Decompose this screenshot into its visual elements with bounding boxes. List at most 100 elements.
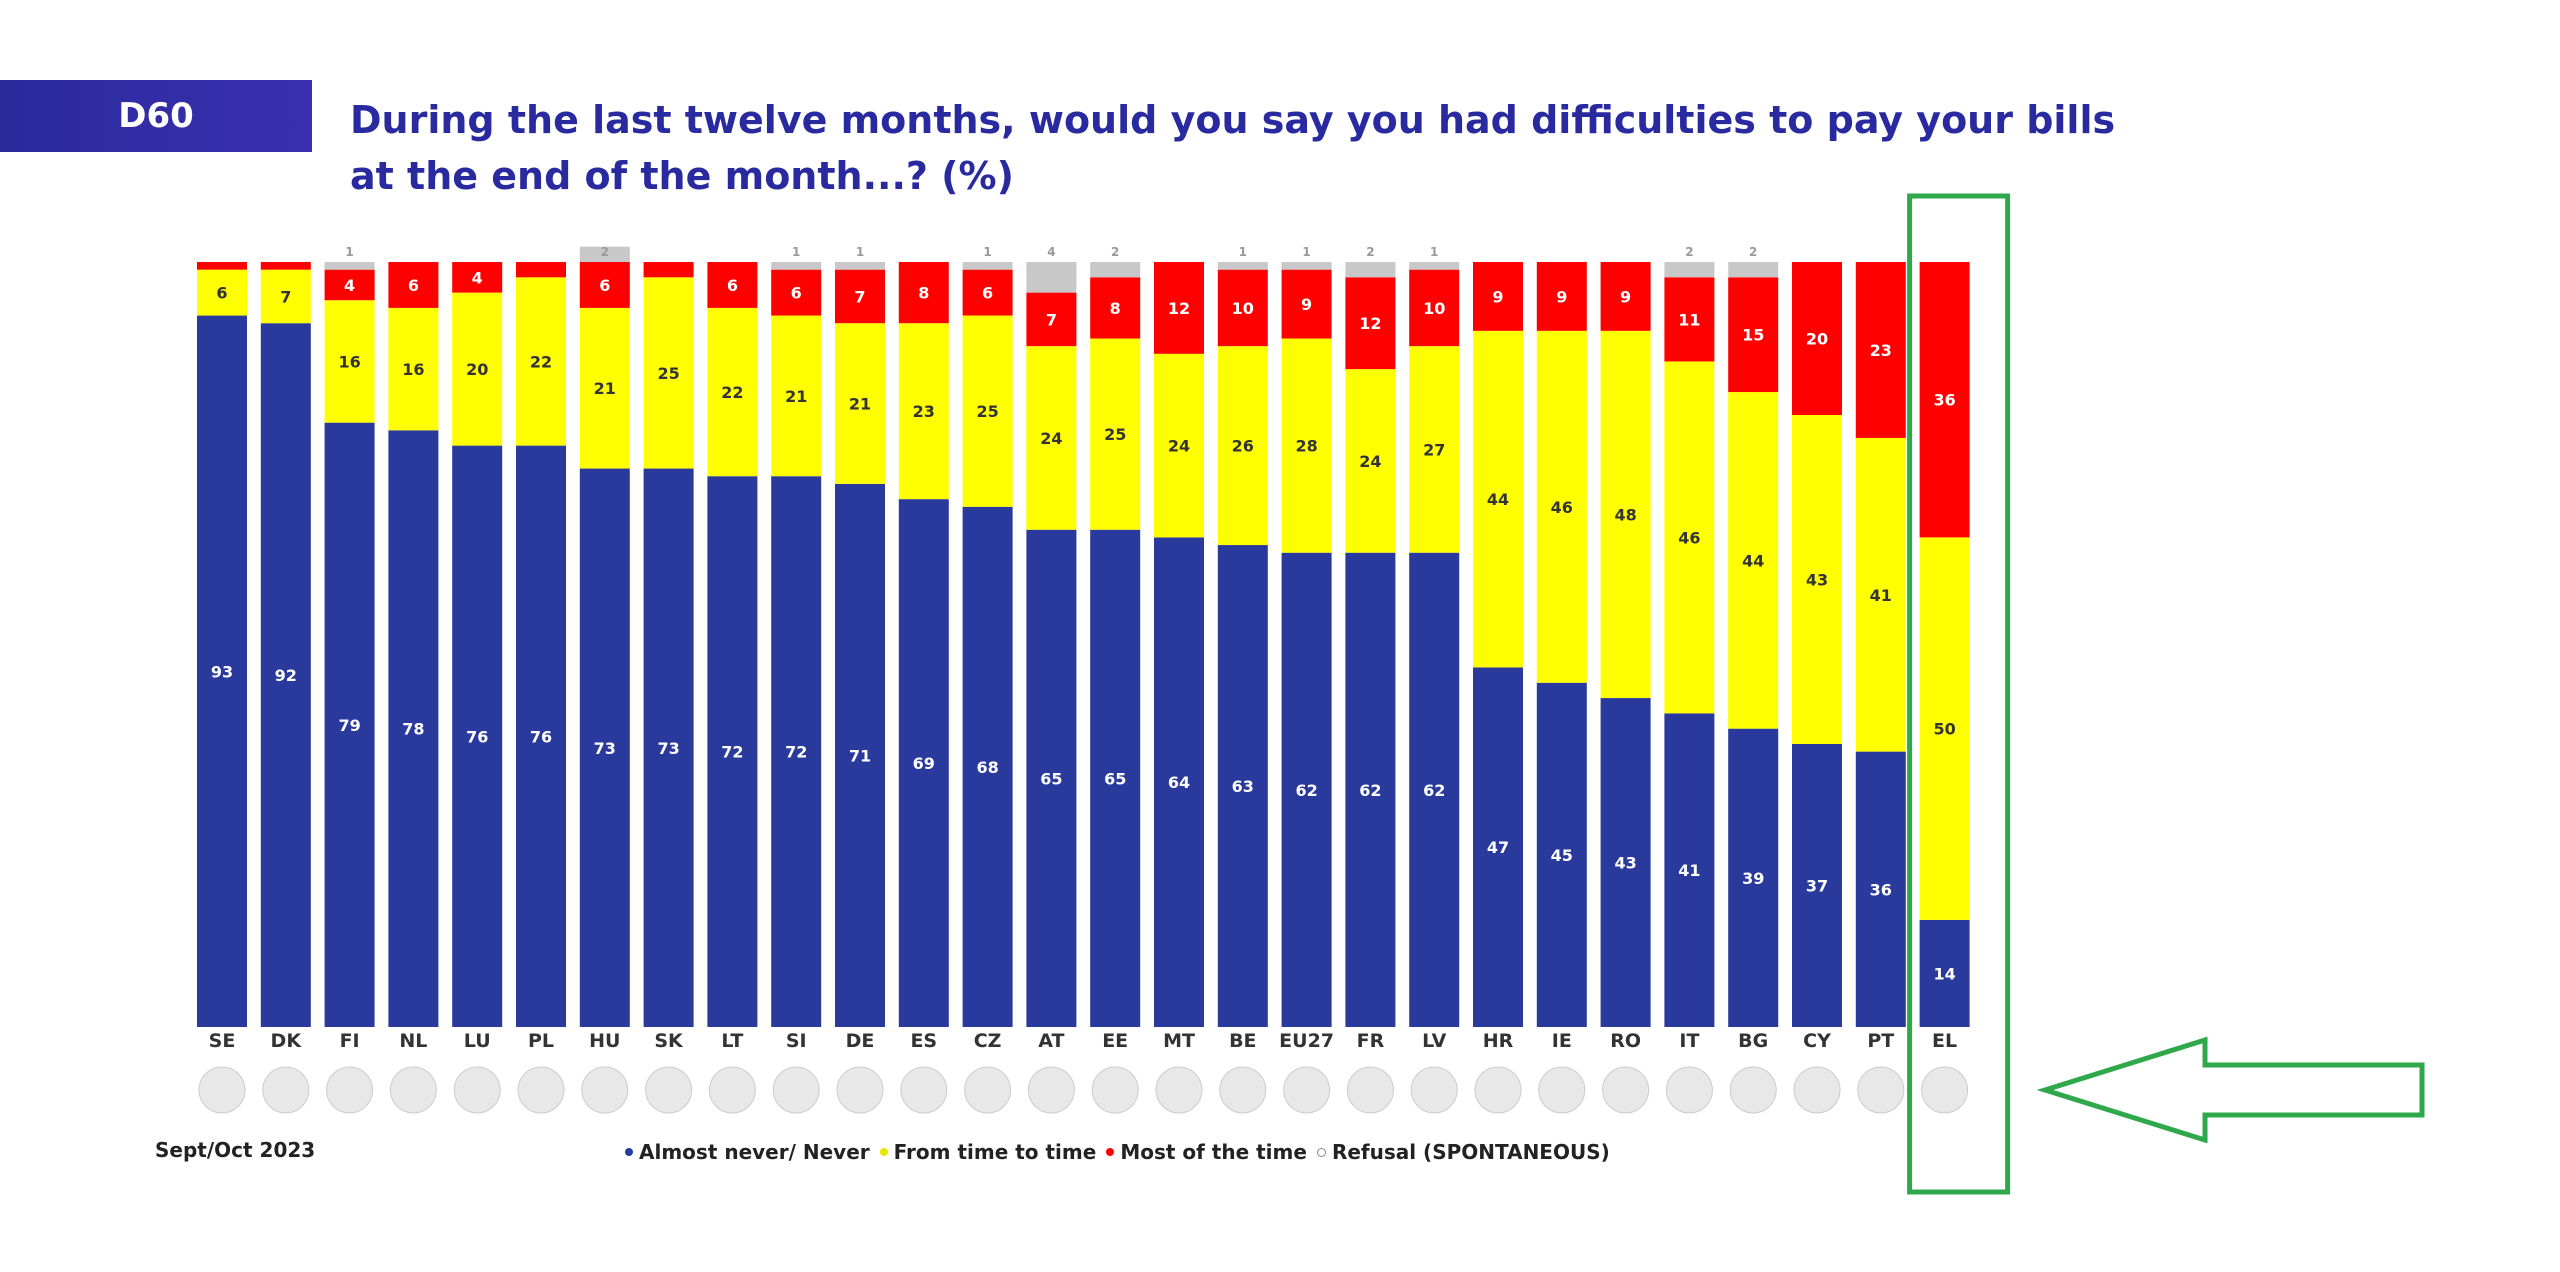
legend-label-most: Most of the time [1120,1140,1307,1164]
bar-most-cz [962,269,1013,316]
flag-es-icon [900,1066,948,1114]
data-label-never-lv: 62 [1423,781,1445,800]
data-label-most-si: 6 [791,284,802,303]
bar-never-be [1217,545,1268,1027]
bar-most-pt [1855,262,1906,438]
category-label-ie: IE [1552,1030,1572,1052]
flag-hr-icon [1474,1066,1522,1114]
bar-refusal-si [771,262,822,270]
data-label-refusal-de: 1 [856,245,864,259]
flag-lu-icon [453,1066,501,1114]
flag-de-icon [836,1066,884,1114]
bar-never-dk [260,323,311,1027]
data-label-never-be: 63 [1232,777,1254,796]
data-label-never-se: 93 [211,662,233,681]
data-label-time-es: 23 [913,402,935,421]
bar-most-fr [1345,277,1396,370]
bar-never-ie [1536,682,1587,1027]
flag-be-icon [1219,1066,1267,1114]
bar-most-eu27 [1281,269,1332,339]
category-label-sk: SK [654,1030,684,1052]
data-label-time-sk: 25 [657,364,679,383]
flag-mt-icon [1155,1066,1203,1114]
data-label-time-be: 26 [1232,437,1254,456]
data-label-never-eu27: 62 [1295,781,1317,800]
legend-item-time: From time to time [879,1140,1097,1164]
bar-refusal-fi [324,262,375,270]
data-label-time-cz: 25 [976,402,998,421]
data-label-time-si: 21 [785,387,807,406]
bar-never-it [1664,713,1715,1027]
flag-dk-icon [262,1066,310,1114]
flag-pt-icon [1857,1066,1905,1114]
category-label-pl: PL [528,1030,554,1052]
bar-refusal-de [835,262,885,270]
data-label-never-hr: 47 [1487,838,1509,857]
highlight-arrow-icon [2036,1036,2425,1144]
category-label-mt: MT [1163,1030,1195,1052]
bar-most-nl [388,262,439,308]
data-label-most-mt: 12 [1168,299,1190,318]
data-label-refusal-fr: 2 [1366,245,1374,259]
bar-time-hr [1473,330,1523,668]
category-label-hr: HR [1483,1030,1514,1052]
bar-time-hu [579,307,630,469]
bar-time-ro [1600,330,1651,699]
category-label-es: ES [910,1030,937,1052]
data-label-never-el: 14 [1933,964,1955,983]
data-label-refusal-it: 2 [1685,245,1693,259]
flag-pl-icon [517,1066,565,1114]
bar-never-el [1919,919,1970,1027]
bar-most-ro [1600,262,1651,331]
data-label-never-nl: 78 [402,720,424,739]
bar-time-es [898,323,949,500]
data-label-never-ro: 43 [1614,854,1636,873]
flag-cz-icon [964,1066,1012,1114]
bar-never-de [835,483,885,1028]
data-label-most-el: 36 [1933,391,1955,410]
bar-never-sk [643,468,694,1027]
legend-label-time: From time to time [893,1140,1097,1164]
data-label-never-bg: 39 [1742,869,1764,888]
data-label-time-el: 50 [1933,720,1955,739]
chart-title-line-1: During the last twelve months, would you… [350,98,2116,142]
data-label-never-mt: 64 [1168,773,1190,792]
data-label-time-pt: 41 [1870,586,1892,605]
data-label-time-eu27: 28 [1295,437,1317,456]
data-label-refusal-lv: 1 [1430,245,1438,259]
bar-never-se [197,315,247,1027]
category-label-at: AT [1038,1030,1064,1052]
data-label-never-at: 65 [1040,769,1062,788]
bar-refusal-bg [1728,262,1779,278]
bar-time-cy [1792,415,1842,744]
data-label-time-lu: 20 [466,360,488,379]
data-label-most-es: 8 [918,284,929,303]
bar-refusal-hu [579,246,630,262]
bar-most-ee [1090,277,1141,339]
data-label-never-fr: 62 [1359,781,1381,800]
bar-refusal-ee [1090,262,1141,278]
bar-never-lv [1409,552,1460,1027]
bar-most-mt [1154,262,1204,354]
bar-most-sk [643,262,694,278]
category-label-be: BE [1229,1030,1256,1052]
data-label-most-bg: 15 [1742,326,1764,345]
data-label-time-hu: 21 [594,379,616,398]
data-label-never-sk: 73 [657,739,679,758]
flag-ro-icon [1602,1066,1650,1114]
bar-most-lt [707,262,758,308]
bar-refusal-cz [962,262,1013,270]
category-label-si: SI [786,1030,807,1052]
chart-title: During the last twelve months, would you… [350,92,2150,204]
bar-never-cy [1792,743,1842,1027]
bar-time-dk [260,269,311,324]
bar-time-se [197,269,247,316]
flag-gr-icon [1921,1066,1969,1114]
flag-it-icon [1665,1066,1713,1114]
bar-never-pt [1855,751,1906,1027]
bar-time-de [835,323,885,484]
bar-most-es [898,262,949,324]
flag-cy-icon [1793,1066,1841,1114]
data-label-never-cy: 37 [1806,876,1828,895]
bar-most-hr [1473,262,1523,331]
